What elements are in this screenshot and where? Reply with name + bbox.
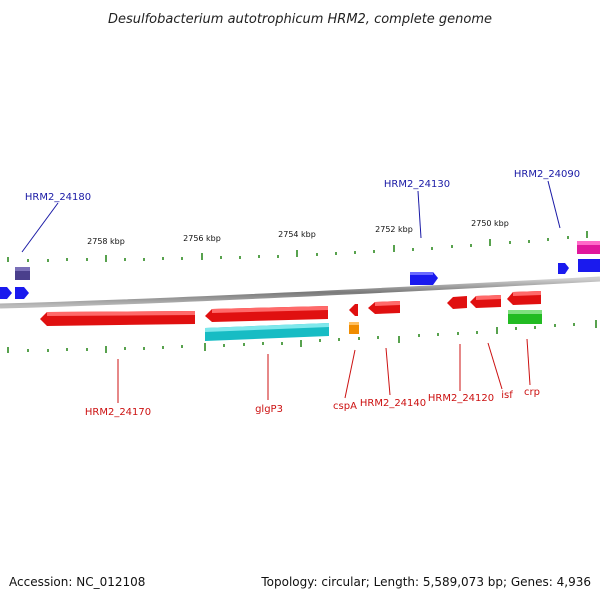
gene-label-crp[interactable]: crp [524,387,540,398]
accession-text: Accession: NC_012108 [9,575,145,589]
gene-label-glgp3[interactable]: glgP3 [255,404,283,415]
genome-backbone [0,276,600,309]
gene-green-box[interactable] [508,310,542,324]
tick-label-2750: 2750 kbp [471,219,509,228]
gene-blue-left-b[interactable] [15,287,29,299]
gene-crp-box[interactable] [507,291,541,305]
gene-label-cspa[interactable]: cspA [333,401,357,412]
gene-hrm2-24090-box[interactable] [558,263,569,274]
minus-leader-lines [117,338,531,403]
tick-label-2758: 2758 kbp [87,237,125,246]
plus-leader-lines [21,180,561,253]
gene-cyan-box[interactable] [205,323,329,341]
gene-magenta-box[interactable] [577,241,600,254]
gene-cspa-box[interactable] [349,304,358,316]
tick-label-2756: 2756 kbp [183,234,221,243]
gene-hrm2-24120-box[interactable] [447,296,467,309]
gene-label-hrm2-24170[interactable]: HRM2_24170 [85,407,151,418]
gene-label-hrm2-24180[interactable]: HRM2_24180 [25,192,91,203]
tick-label-2754: 2754 kbp [278,230,316,239]
gene-hrm2-24170-box[interactable] [40,311,195,326]
gene-isf-box[interactable] [470,295,501,308]
gene-glgp3-box[interactable] [205,306,328,322]
tick-label-2752: 2752 kbp [375,225,413,234]
gene-hrm2-24130-box[interactable] [410,272,438,285]
gene-label-hrm2-24090[interactable]: HRM2_24090 [514,169,580,180]
gene-label-isf[interactable]: isf [501,390,513,401]
gene-hrm2-24180-box[interactable] [15,267,30,280]
gene-blue-right[interactable] [578,259,600,272]
gene-blue-left-a[interactable] [0,287,12,299]
gene-orange-box[interactable] [349,322,359,334]
map-title: Desulfobacterium autotrophicum HRM2, com… [108,12,492,27]
lower-ticks [7,320,597,353]
gene-hrm2-24140-box[interactable] [368,301,400,314]
gene-label-hrm2-24120[interactable]: HRM2_24120 [428,393,494,404]
gene-label-hrm2-24140[interactable]: HRM2_24140 [360,398,426,409]
genome-summary-text: Topology: circular; Length: 5,589,073 bp… [260,575,591,589]
upper-ticks [7,231,588,262]
gene-label-hrm2-24130[interactable]: HRM2_24130 [384,179,450,190]
